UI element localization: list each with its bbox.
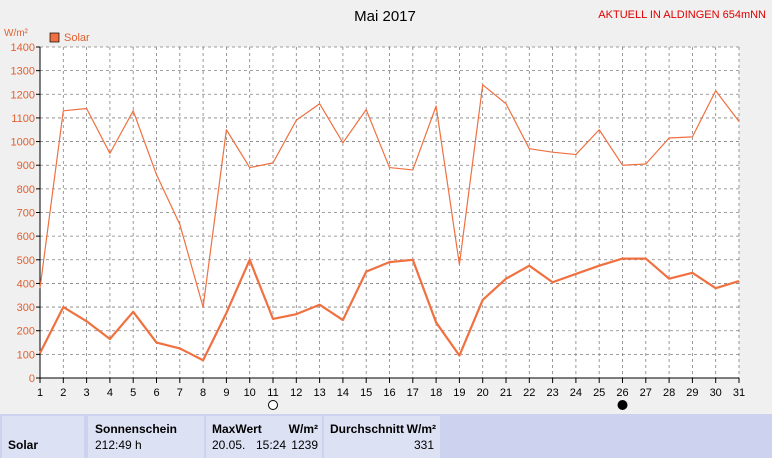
y-tick-label: 800 [17,184,35,196]
y-tick-label: 700 [17,208,35,220]
plot-area: 0 100 200 300 400 500 600 700 800 900 1000 1100 1200… [11,42,745,410]
x-tick-label: 15 [360,387,372,399]
maxwert-time: 15:24 [256,438,287,452]
y-tick-label: 0 [29,373,35,385]
y-tick-label: 1100 [11,113,35,125]
y-tick-label: 1400 [11,42,35,54]
series-line-mean [39,257,740,362]
y-tick-label: 200 [17,326,35,338]
x-tick-label: 24 [570,387,582,399]
x-tick-label: 30 [710,387,722,399]
station-label: AKTUELL IN ALDINGEN 654mNN [598,9,766,21]
maxwert-header: MaxWert [212,422,262,436]
durchschnitt-header: Durchschnitt [330,422,405,436]
x-tick-label: 5 [130,387,136,399]
maxwert-unit: W/m² [288,422,318,436]
y-tick-label: 300 [17,302,35,314]
x-tick-label: 8 [200,387,206,399]
x-tick-label: 26 [616,387,628,399]
x-tick-label: 20 [477,387,489,399]
x-tick-label: 9 [223,387,229,399]
x-tick-label: 25 [593,387,605,399]
x-tick-label: 3 [84,387,90,399]
y-tick-label: 400 [17,278,35,290]
x-tick-label: 22 [523,387,535,399]
x-tick-label: 14 [337,387,349,399]
y-tick-label: 500 [17,255,35,267]
x-tick-label: 21 [500,387,512,399]
x-tick-label: 29 [686,387,698,399]
maxwert-cell: MaxWert W/m² 20.05. 15:24 1239 [206,416,322,458]
stats-row-label-cell [2,416,84,458]
stats-row-label: Solar [8,438,39,452]
x-tick-label: 4 [107,387,113,399]
y-tick-label: 100 [17,349,35,361]
y-tick-label: 900 [17,160,35,172]
maxwert-value: 1239 [291,438,318,452]
x-tick-label: 2 [60,387,66,399]
chart: Mai 2017 AKTUELL IN ALDINGEN 654mNN W/m²… [4,8,766,410]
durchschnitt-value: 331 [413,438,434,452]
new-moon-icon [617,400,628,410]
legend-label: Solar [64,32,90,44]
x-tick-label: 1 [37,387,43,399]
series-line-max [39,84,740,308]
durchschnitt-unit: W/m² [406,422,436,436]
x-tick-label: 11 [267,387,278,399]
y-unit-label: W/m² [4,28,29,39]
x-tick-label: 19 [453,387,465,399]
x-tick-label: 13 [313,387,325,399]
x-tick-label: 16 [383,387,395,399]
x-tick-label: 23 [546,387,558,399]
x-tick-label: 6 [153,387,159,399]
x-tick-label: 31 [733,387,745,399]
x-tick-label: 27 [640,387,652,399]
sonnenschein-cell: Sonnenschein 212:49 h [88,416,204,458]
sonnenschein-value: 212:49 h [95,438,142,452]
y-tick-label: 600 [17,231,35,243]
y-tick-label: 1000 [11,137,35,149]
x-tick-label: 17 [407,387,419,399]
x-tick-label: 12 [290,387,302,399]
chart-title: Mai 2017 [354,8,416,25]
legend-swatch [49,32,60,43]
durchschnitt-cell: Durchschnitt W/m² 331 [324,416,440,458]
x-tick-label: 10 [244,387,256,399]
sonnenschein-header: Sonnenschein [95,422,178,436]
x-tick-label: 28 [663,387,675,399]
x-tick-label: 18 [430,387,442,399]
x-tick-label: 7 [177,387,183,399]
stats-empty-cell [442,416,772,458]
full-moon-icon [268,400,278,410]
maxwert-date: 20.05. [212,438,246,452]
y-tick-label: 1200 [11,89,35,101]
y-tick-label: 1300 [11,66,35,78]
